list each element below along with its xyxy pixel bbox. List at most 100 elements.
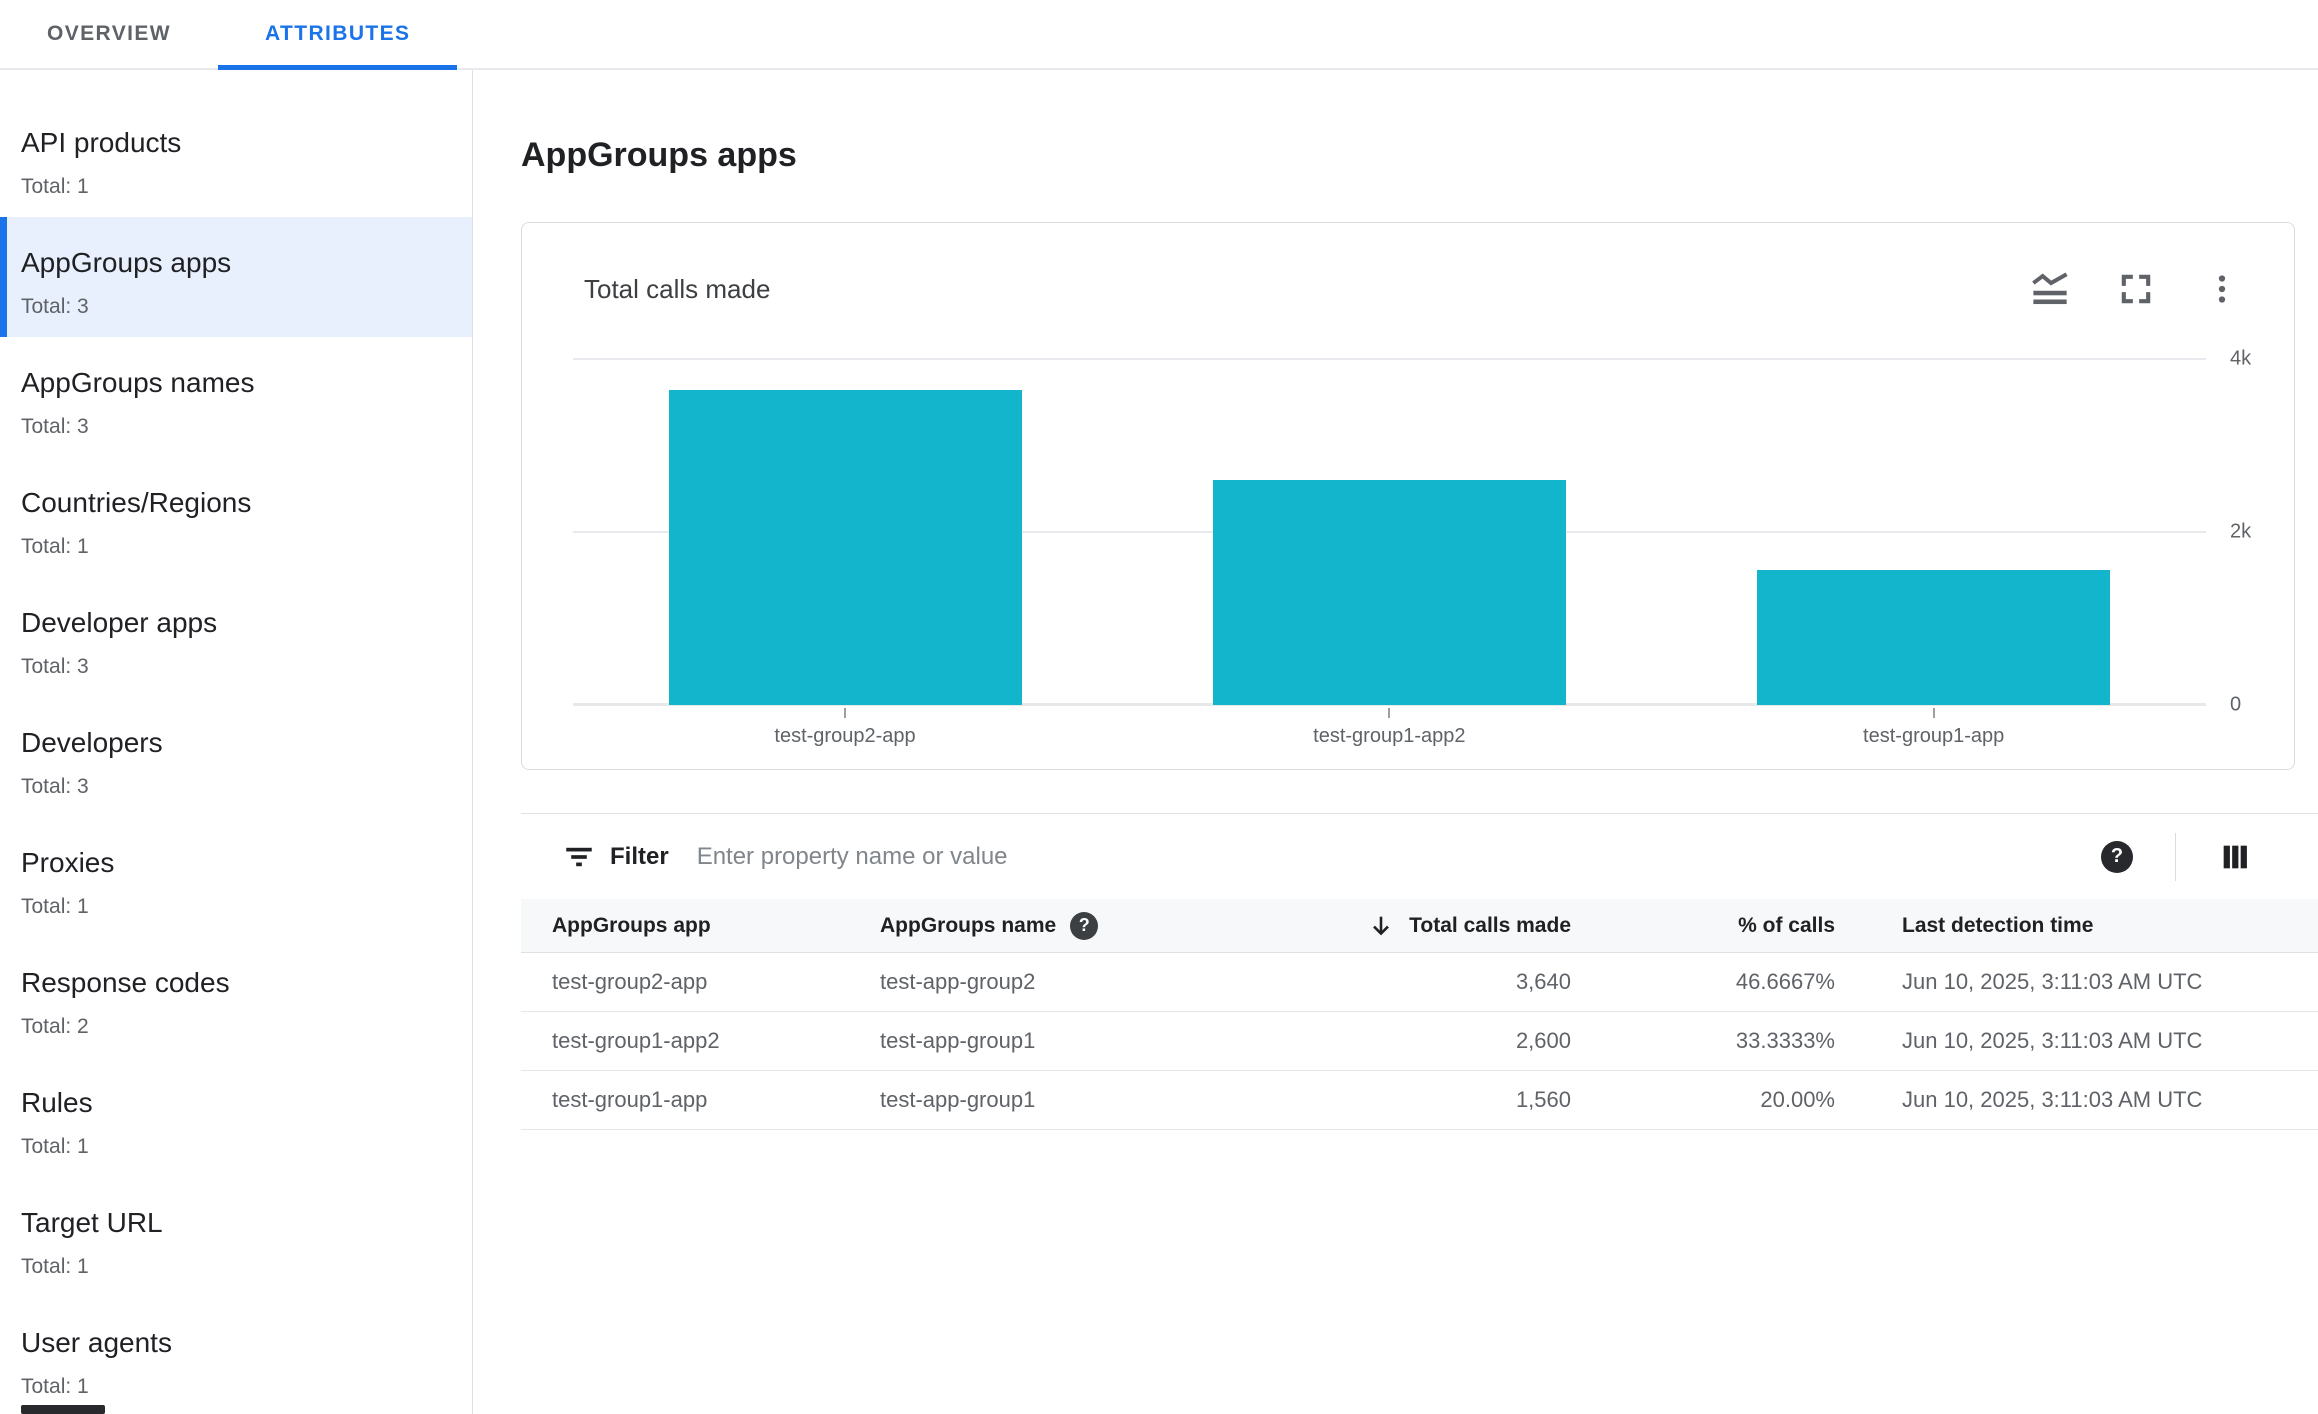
x-category-label: test-group1-app xyxy=(1863,725,2005,747)
sidebar-item-label: Developers xyxy=(21,727,163,758)
column-help-icon[interactable]: ? xyxy=(1070,911,1099,940)
sidebar-item-countries-regions[interactable]: Countries/Regions Total: 1 xyxy=(0,457,472,577)
sidebar-item-total: Total: 1 xyxy=(21,1255,89,1278)
chart-card: Total calls made xyxy=(521,222,2295,770)
fullscreen-icon[interactable] xyxy=(2114,267,2158,311)
cell-last-detection-time: Jun 10, 2025, 3:11:03 AM UTC xyxy=(1902,1087,2203,1112)
tab-bar: OVERVIEW ATTRIBUTES xyxy=(0,0,2318,70)
sidebar-item-label: User agents xyxy=(21,1327,172,1358)
bar-test-group2-app[interactable] xyxy=(668,390,1022,705)
sidebar-item-label: Response codes xyxy=(21,967,230,998)
chart-title: Total calls made xyxy=(584,273,771,304)
sidebar-item-appgroups-names[interactable]: AppGroups names Total: 3 xyxy=(0,337,472,457)
cell-total-calls-made: 3,640 xyxy=(1515,969,1571,994)
main-layout: API products Total: 1 AppGroups apps Total:… xyxy=(0,70,2318,1414)
filter-divider xyxy=(2175,832,2176,881)
bar-chart-x-axis: test-group2-app test-group1-app2 test-grou… xyxy=(573,705,2206,751)
x-category-label: test-group2-app xyxy=(774,725,916,747)
cell-last-detection-time: Jun 10, 2025, 3:11:03 AM UTC xyxy=(1902,969,2203,994)
table-row[interactable]: test-group1-app test-app-group1 1,560 20.00… xyxy=(521,1071,2318,1130)
cell--of-calls: 33.3333% xyxy=(1735,1028,1835,1053)
filter-input[interactable] xyxy=(696,842,2101,871)
sidebar-item-label: Rules xyxy=(21,1087,93,1118)
sidebar-item-label: Proxies xyxy=(21,847,115,878)
column-header-appgroups-name[interactable]: AppGroups name? xyxy=(880,911,1210,940)
sidebar-item-label: AppGroups names xyxy=(21,367,255,398)
column-header-label: AppGroups name xyxy=(880,913,1057,937)
x-category: test-group1-app xyxy=(1662,705,2206,748)
chart-card-header: Total calls made xyxy=(522,223,2294,311)
column-header-label: % of calls xyxy=(1738,913,1835,937)
clipped-text-fragment xyxy=(21,1405,105,1414)
sidebar-item-developers[interactable]: Developers Total: 3 xyxy=(0,697,472,817)
sidebar-item-label: Countries/Regions xyxy=(21,487,252,518)
gridline-4k xyxy=(573,358,2206,360)
column-header-total-calls-made[interactable]: Total calls made xyxy=(1210,912,1571,940)
chart-card-actions xyxy=(2028,267,2244,311)
sidebar-item-label: Developer apps xyxy=(21,607,218,638)
x-category: test-group1-app2 xyxy=(1117,705,1661,748)
sidebar-item-total: Total: 3 xyxy=(21,655,89,678)
x-category: test-group2-app xyxy=(573,705,1117,748)
sidebar-item-api-products[interactable]: API products Total: 1 xyxy=(0,97,472,217)
sidebar-item-total: Total: 1 xyxy=(21,535,89,558)
sidebar-item-total: Total: 1 xyxy=(21,1375,89,1398)
sidebar-item-user-agents[interactable]: User agents Total: 1 xyxy=(0,1297,472,1414)
bar-test-group1-app2[interactable] xyxy=(1212,480,1566,705)
cell--of-calls: 46.6667% xyxy=(1735,969,1835,994)
content-area: AppGroups apps Total calls made xyxy=(473,70,2318,1414)
x-tick-mark xyxy=(844,708,846,718)
cell-appgroups-app: test-group1-app2 xyxy=(552,1028,720,1053)
cell-last-detection-time: Jun 10, 2025, 3:11:03 AM UTC xyxy=(1902,1028,2203,1053)
sidebar-item-rules[interactable]: Rules Total: 1 xyxy=(0,1057,472,1177)
column-header-appgroups-app[interactable]: AppGroups app xyxy=(552,914,880,938)
bar-slot xyxy=(1117,480,1661,705)
cell-appgroups-app: test-group2-app xyxy=(552,969,708,994)
sidebar-item-total: Total: 1 xyxy=(21,1135,89,1158)
filter-help-icon[interactable]: ? xyxy=(2101,840,2133,873)
table-filter-bar: Filter ? xyxy=(521,813,2318,899)
sidebar-item-appgroups-apps[interactable]: AppGroups apps Total: 3 xyxy=(0,217,472,337)
table-header-row: AppGroups app AppGroups name? Total calls … xyxy=(521,899,2318,953)
chart-type-icon[interactable] xyxy=(2028,267,2072,311)
sidebar-item-total: Total: 3 xyxy=(21,775,89,798)
attributes-sidebar: API products Total: 1 AppGroups apps Total:… xyxy=(0,70,473,1414)
sidebar-item-label: Target URL xyxy=(21,1207,163,1238)
sidebar-item-developer-apps[interactable]: Developer apps Total: 3 xyxy=(0,577,472,697)
cell-appgroups-name: test-app-group1 xyxy=(880,1087,1036,1112)
sidebar-item-response-codes[interactable]: Response codes Total: 2 xyxy=(0,937,472,1057)
x-tick-mark xyxy=(1388,708,1391,718)
y-tick-label: 4k xyxy=(2230,347,2252,370)
sidebar-item-label: API products xyxy=(21,127,182,158)
sidebar-item-target-url[interactable]: Target URL Total: 1 xyxy=(0,1177,472,1297)
tab-overview[interactable]: OVERVIEW xyxy=(47,22,172,45)
cell-total-calls-made: 2,600 xyxy=(1515,1028,1571,1053)
bar-slot xyxy=(573,390,1117,705)
kebab-menu-icon[interactable] xyxy=(2200,267,2244,311)
column-header-label: AppGroups app xyxy=(552,913,711,937)
tab-attributes[interactable]: ATTRIBUTES xyxy=(218,0,458,70)
sidebar-item-total: Total: 1 xyxy=(21,895,89,918)
bar-slot xyxy=(1662,570,2206,705)
filter-icon xyxy=(566,847,592,866)
column-settings-icon[interactable] xyxy=(2218,840,2252,874)
table-row[interactable]: test-group2-app test-app-group2 3,640 46.66… xyxy=(521,953,2318,1012)
column-header--of-calls[interactable]: % of calls xyxy=(1571,914,1835,938)
sidebar-item-total: Total: 1 xyxy=(21,175,89,198)
sort-desc-icon[interactable] xyxy=(1367,912,1395,940)
x-category-label: test-group1-app2 xyxy=(1313,725,1466,747)
sidebar-item-label: AppGroups apps xyxy=(21,247,232,278)
sidebar-item-total: Total: 3 xyxy=(21,415,89,438)
table-row[interactable]: test-group1-app2 test-app-group1 2,600 33.3… xyxy=(521,1012,2318,1071)
data-table: AppGroups app AppGroups name? Total calls … xyxy=(521,899,2318,1130)
x-tick-mark xyxy=(1932,708,1935,718)
bar-chart-plot: 4k 2k 0 xyxy=(573,348,2251,716)
bar-test-group1-app[interactable] xyxy=(1757,570,2111,705)
column-header-label: Last detection time xyxy=(1902,913,2094,937)
column-header-last-detection-time[interactable]: Last detection time xyxy=(1835,914,2256,938)
sidebar-item-proxies[interactable]: Proxies Total: 1 xyxy=(0,817,472,937)
page-title: AppGroups apps xyxy=(521,136,797,174)
sidebar-item-total: Total: 2 xyxy=(21,1015,89,1038)
cell-appgroups-name: test-app-group1 xyxy=(880,1028,1036,1053)
